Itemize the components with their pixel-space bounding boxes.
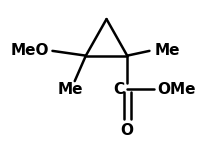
Text: Me: Me: [57, 82, 83, 97]
Text: O: O: [121, 123, 134, 138]
Text: MeO: MeO: [11, 43, 49, 58]
Text: OMe: OMe: [157, 82, 196, 97]
Text: Me: Me: [154, 43, 180, 58]
Text: C: C: [113, 82, 124, 97]
